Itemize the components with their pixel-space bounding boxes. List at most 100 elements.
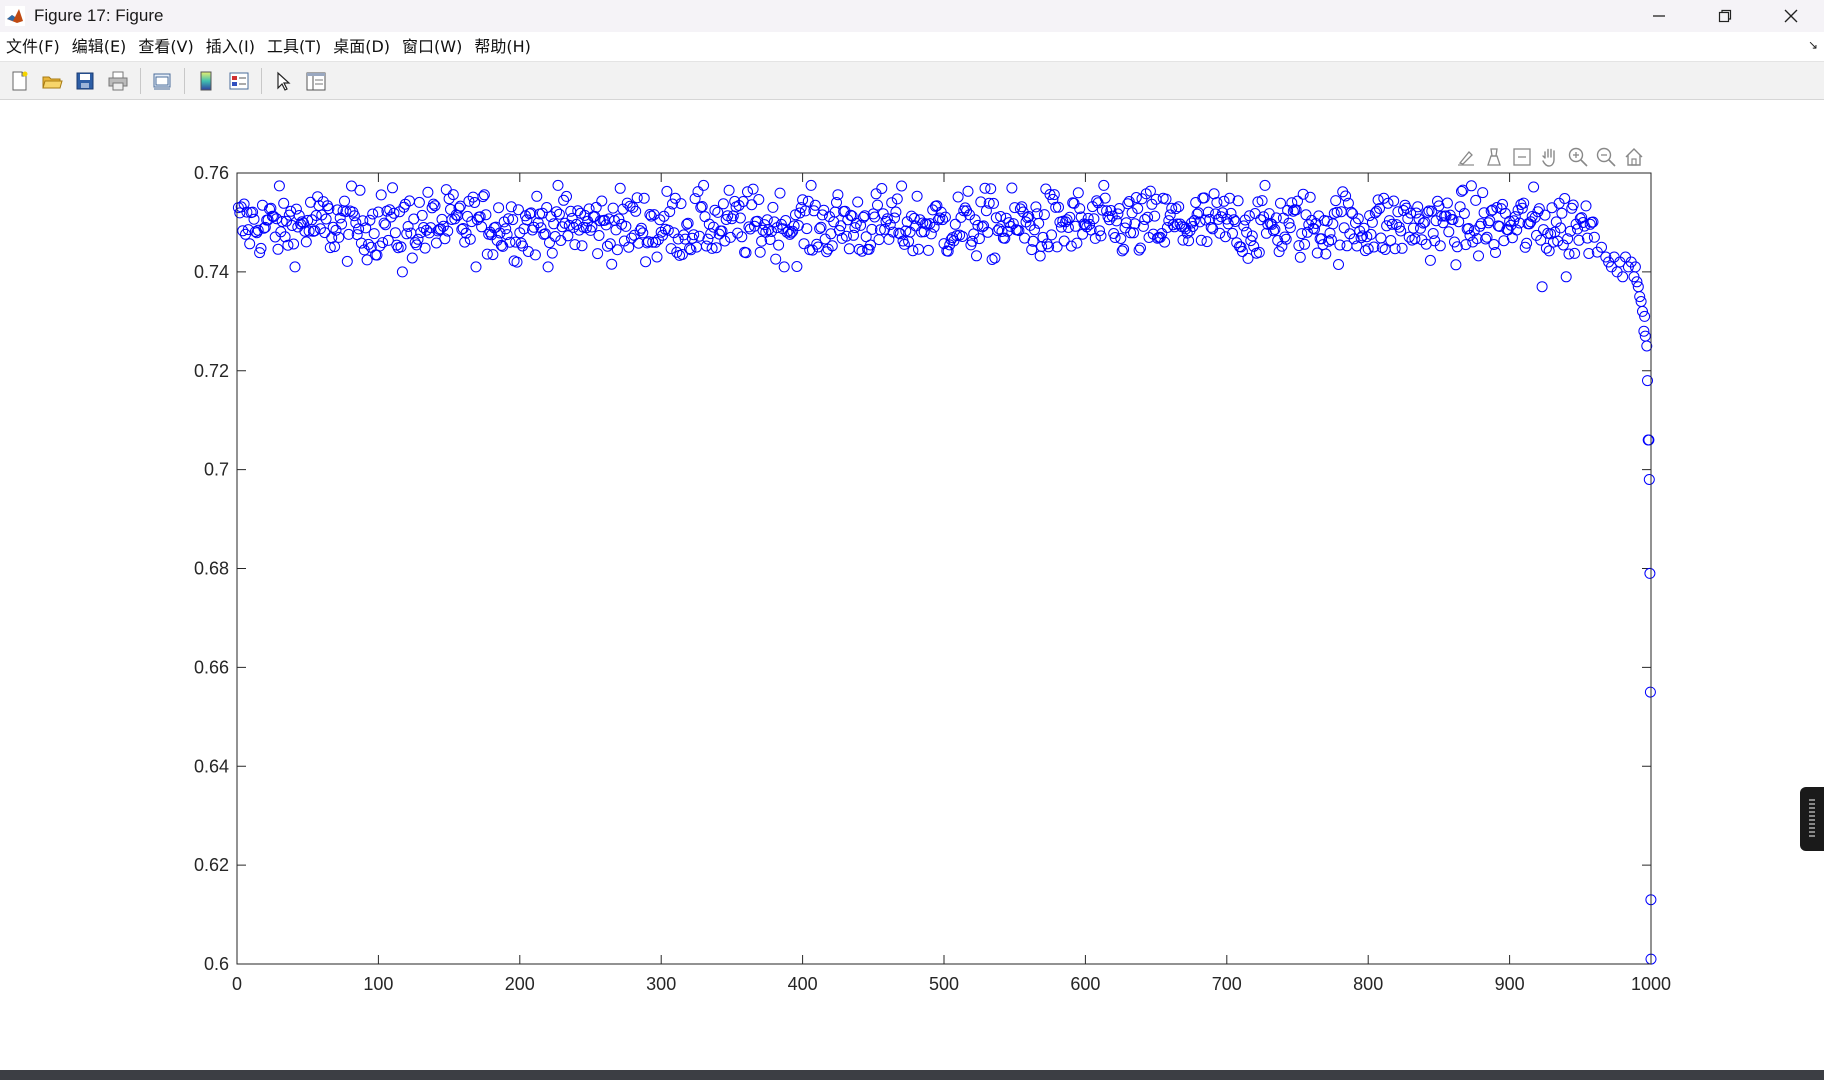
- restore-button[interactable]: [1692, 0, 1758, 32]
- data-tips-button[interactable]: [1480, 144, 1508, 170]
- data-point: [558, 194, 570, 206]
- data-point: [1235, 241, 1247, 253]
- minimize-button[interactable]: [1626, 0, 1692, 32]
- y-tick-label: 0.64: [194, 756, 229, 776]
- data-point: [922, 244, 934, 256]
- menu-desktop[interactable]: 桌面(D): [333, 36, 391, 56]
- data-point: [971, 250, 982, 262]
- data-point: [1450, 259, 1462, 271]
- menu-view[interactable]: 查看(V): [138, 36, 194, 56]
- data-point: [346, 180, 357, 192]
- print-button[interactable]: [103, 66, 133, 96]
- data-point: [1634, 291, 1646, 303]
- data-point: [561, 190, 572, 202]
- data-point: [288, 238, 300, 250]
- data-point: [1538, 224, 1549, 236]
- menu-window[interactable]: 窗口(W): [402, 36, 463, 56]
- legend-icon: [229, 72, 249, 89]
- home-button[interactable]: [1620, 144, 1648, 170]
- data-point: [1116, 245, 1128, 257]
- data-point: [1132, 203, 1144, 214]
- data-point: [1161, 222, 1173, 233]
- data-point: [719, 235, 731, 247]
- legend-button[interactable]: [224, 66, 254, 96]
- data-point: [1572, 223, 1583, 235]
- open-file-button[interactable]: [37, 66, 67, 96]
- data-point: [1434, 240, 1446, 252]
- edit-plot-button[interactable]: [268, 66, 298, 96]
- data-point: [428, 198, 439, 210]
- data-point: [1477, 187, 1489, 199]
- menu-edit[interactable]: 编辑(E): [71, 36, 127, 56]
- property-inspector-button[interactable]: [301, 66, 331, 96]
- data-point: [330, 224, 342, 236]
- data-point: [1365, 228, 1377, 240]
- data-point: [684, 243, 695, 255]
- data-point: [723, 184, 735, 196]
- menu-file[interactable]: 文件(F): [6, 36, 60, 56]
- data-point: [849, 222, 861, 234]
- data-point: [402, 221, 414, 232]
- data-point: [1583, 248, 1595, 259]
- x-tick-label: 200: [505, 974, 535, 994]
- brush-button[interactable]: [1452, 144, 1480, 170]
- data-point: [1170, 203, 1182, 215]
- x-tick-label: 500: [929, 974, 959, 994]
- data-point: [1183, 235, 1195, 247]
- data-point: [973, 233, 985, 245]
- y-tick-label: 0.74: [194, 262, 229, 282]
- data-point: [647, 236, 659, 248]
- zoom-in-button[interactable]: [1564, 144, 1592, 170]
- data-point: [907, 245, 919, 257]
- data-point: [1491, 202, 1503, 213]
- data-point: [593, 230, 605, 241]
- data-point: [494, 227, 506, 239]
- link-plot-button[interactable]: [147, 66, 177, 96]
- data-point: [454, 200, 466, 212]
- colorbar-button[interactable]: [191, 66, 221, 96]
- data-point: [1194, 216, 1206, 228]
- scatter-plot[interactable]: 0 100 200 300 400 500 600 700 800 900 1000 0.6 0.62 0…: [0, 100, 1824, 1070]
- data-point: [1415, 222, 1426, 234]
- data-point: [627, 201, 639, 213]
- data-point: [1320, 248, 1332, 260]
- data-point: [1211, 197, 1223, 208]
- data-point: [1441, 197, 1453, 209]
- data-point: [333, 231, 345, 243]
- data-point: [358, 244, 370, 256]
- data-point: [1013, 225, 1025, 237]
- axes-box: [236, 172, 1652, 965]
- dock-arrow-icon[interactable]: ↘: [1807, 38, 1818, 52]
- data-point: [1588, 231, 1600, 243]
- zoom-out-button[interactable]: [1592, 144, 1620, 170]
- data-point: [1457, 184, 1469, 196]
- brush-icon: [1458, 151, 1474, 166]
- data-point: [406, 252, 418, 264]
- data-point: [886, 197, 898, 209]
- save-button[interactable]: [70, 66, 100, 96]
- menu-insert[interactable]: 插入(I): [205, 36, 255, 56]
- data-point: [562, 230, 574, 242]
- menu-help[interactable]: 帮助(H): [474, 36, 531, 56]
- close-button[interactable]: [1758, 0, 1824, 32]
- pan-button[interactable]: [1536, 144, 1564, 170]
- new-figure-button[interactable]: [4, 66, 34, 96]
- data-point: [890, 206, 902, 218]
- data-point: [1078, 218, 1090, 230]
- data-point: [259, 221, 271, 233]
- data-point: [378, 217, 390, 229]
- data-point: [734, 212, 746, 224]
- data-point: [1440, 210, 1452, 222]
- data-point: [276, 216, 288, 227]
- data-point: [237, 225, 249, 237]
- data-point: [1126, 207, 1138, 219]
- data-point: [535, 222, 547, 234]
- data-point: [1198, 192, 1210, 204]
- data-point: [1536, 281, 1548, 293]
- restore-view-button[interactable]: [1508, 144, 1536, 170]
- menu-tools[interactable]: 工具(T): [266, 36, 322, 56]
- data-point: [1246, 230, 1258, 242]
- data-point: [770, 253, 782, 265]
- data-point: [689, 193, 701, 205]
- side-handle[interactable]: [1800, 787, 1824, 851]
